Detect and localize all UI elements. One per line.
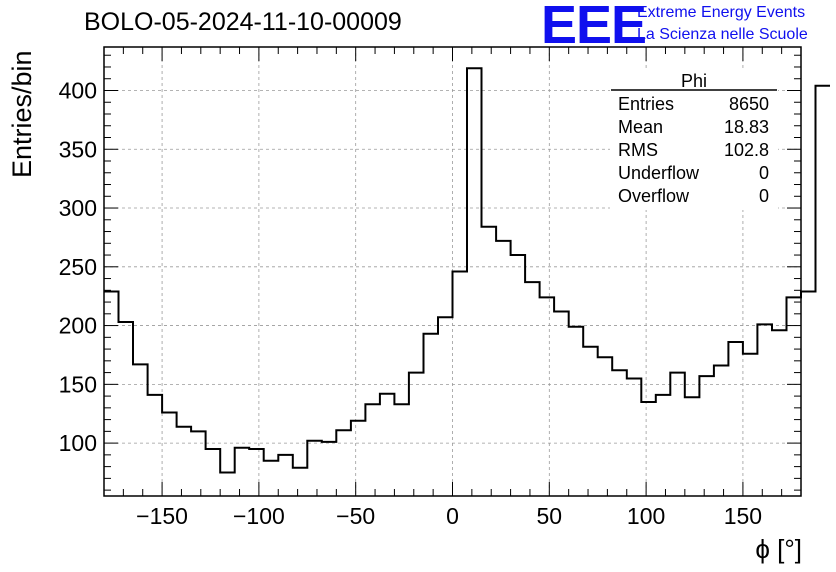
histogram-bin [104,291,119,496]
logo-line-2: La Scienza nelle Scuole [637,26,808,43]
histogram-bin [162,413,177,496]
x-tick-label: −100 [233,503,285,529]
histogram-bin [569,327,584,496]
y-tick-labels: 100 150 200 250 300 350 400 [59,77,97,456]
histogram-bin [365,404,380,496]
histogram-bin [191,431,206,496]
histogram-bin [453,272,468,497]
histogram-bin [220,472,235,496]
histogram-bin [670,373,685,496]
chart-title: BOLO-05-2024-11-10-00009 [84,8,402,36]
stats-label-mean: Mean [618,117,663,137]
logo-line-1: Extreme Energy Events [637,4,806,21]
histogram-bin [307,441,322,496]
histogram-bin [612,370,627,496]
x-axis-label: ϕ [°] [755,534,802,564]
histogram-series [104,67,831,497]
stats-label-rms: RMS [618,140,658,160]
histogram-bin [728,342,743,496]
stats-value-rms: 102.8 [724,140,769,160]
y-tick-label: 100 [59,430,97,456]
y-tick-label: 300 [59,195,97,221]
stats-box-bg [610,70,778,210]
histogram-bin [598,357,613,496]
histogram-bin [235,448,250,496]
histogram-bin [714,366,729,496]
stats-value-overflow: 0 [759,186,769,206]
histogram-bin [206,449,221,496]
histogram-bin [409,373,424,496]
stats-value-entries: 8650 [729,94,769,114]
histogram-bin [554,311,569,496]
histogram-bin [322,442,337,496]
histogram-bin [627,378,642,496]
x-tick-label: 150 [724,503,762,529]
x-tick-label: 50 [537,503,563,529]
histogram-bin [177,427,192,496]
histogram-bin [278,455,293,496]
y-axis-label: Entries/bin [7,50,37,178]
x-tick-label: −150 [136,503,188,529]
x-tick-labels: −150 −100 −50 0 50 100 150 [136,503,762,529]
histogram-bin [264,461,279,496]
histogram-bin [699,376,714,496]
histogram-bin [482,227,497,496]
histogram-outline [104,67,830,474]
eee-logo: EEE [541,0,647,55]
histogram-bin [133,364,148,496]
stats-box: Phi Entries 8650 Mean 18.83 RMS 102.8 Underflow… [610,70,778,210]
histogram-bin [249,449,264,496]
histogram-bin [467,68,482,496]
y-tick-label: 150 [59,371,97,397]
histogram-bin [336,430,351,496]
histogram-bin [772,330,787,496]
x-tick-label: 0 [446,503,459,529]
histogram-bin [816,86,831,496]
y-tick-label: 200 [59,313,97,339]
histogram-bin [641,402,656,496]
histogram-bin [525,282,540,496]
histogram-bin [423,334,438,496]
stats-label-underflow: Underflow [618,163,700,183]
histogram-bin [351,421,366,496]
histogram-bin [743,354,758,496]
histogram-bin [583,347,598,496]
axis-ticks [103,47,802,496]
histogram-bin [540,297,555,496]
histogram-bin [394,404,409,496]
histogram-bin [757,324,772,496]
x-tick-label: −50 [336,503,375,529]
histogram-bin [656,395,671,496]
histogram-bin [496,241,511,496]
histogram-bin [438,317,453,496]
histogram-bin [293,468,308,496]
stats-value-underflow: 0 [759,163,769,183]
histogram-bin [685,397,700,496]
y-tick-label: 250 [59,254,97,280]
histogram-bin [801,291,816,496]
stats-label-entries: Entries [618,94,674,114]
stats-box-name: Phi [681,71,707,91]
y-tick-label: 400 [59,77,97,103]
histogram-bin [148,395,163,496]
stats-value-mean: 18.83 [724,117,769,137]
y-tick-label: 350 [59,136,97,162]
histogram-bin [511,255,526,496]
x-tick-label: 100 [627,503,665,529]
stats-label-overflow: Overflow [618,186,690,206]
histogram-bin [119,322,134,496]
histogram-bin [380,394,395,496]
